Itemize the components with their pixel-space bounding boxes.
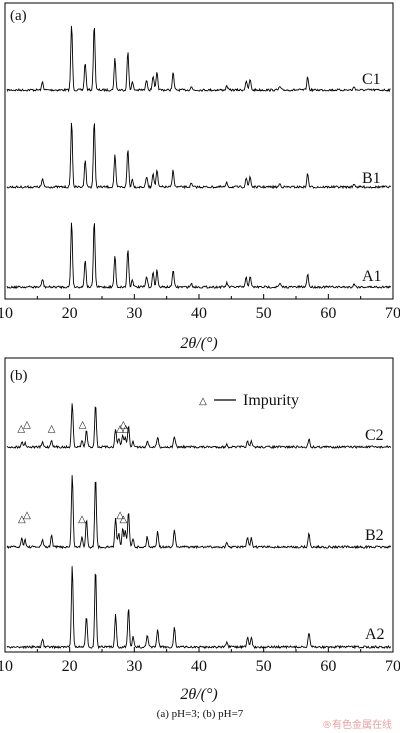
panel-a-frame (4, 2, 394, 300)
series-label-b1: B1 (362, 170, 381, 187)
impurity-marker: △ (17, 424, 25, 435)
trace-a1 (6, 222, 391, 290)
legend-impurity-marker: △ (199, 396, 207, 407)
x-tick-label: 60 (320, 305, 336, 322)
panel-a-traces (6, 25, 391, 290)
x-tick-label: 60 (320, 658, 336, 675)
x-tick-label: 10 (0, 658, 13, 675)
impurity-marker: △ (116, 424, 124, 435)
panel-a: (a) C1 B1 A1 10 20 30 40 50 60 70 2θ/(°) (0, 2, 400, 352)
impurity-marker: △ (116, 510, 124, 521)
watermark: ®有色金属在线 (322, 720, 392, 731)
trace-c2 (6, 403, 392, 450)
series-label-c1: C1 (362, 71, 381, 88)
trace-b2 (6, 475, 391, 550)
impurity-marker: △ (23, 510, 31, 521)
impurity-marker: △ (23, 420, 31, 431)
impurity-marker: △ (18, 514, 26, 525)
panel-b-ticks: 10 20 30 40 50 60 70 (0, 647, 400, 675)
x-tick-label: 50 (256, 305, 272, 322)
xrd-figure: (a) C1 B1 A1 10 20 30 40 50 60 70 2θ/(°) (b) △… (0, 2, 400, 703)
impurity-marker: △ (79, 420, 87, 431)
x-tick-label: 10 (0, 305, 13, 322)
legend-label: Impurity (243, 392, 299, 409)
trace-a2 (6, 566, 392, 650)
panel-b-xlabel: 2θ/(°) (180, 686, 217, 703)
panel-b-impurity-markers: △△ △ △ △△△△△ △ △△ (17, 420, 130, 525)
figure-caption: (a) pH=3; (b) pH=7 (156, 708, 244, 720)
impurity-marker: △ (119, 420, 127, 431)
impurity-marker: △ (122, 424, 130, 435)
series-label-b2: B2 (365, 527, 384, 544)
legend: △ Impurity (199, 392, 299, 409)
trace-c1 (6, 25, 391, 93)
series-label-a2: A2 (365, 626, 385, 643)
series-label-c2: C2 (365, 427, 384, 444)
x-tick-label: 70 (385, 658, 400, 675)
impurity-marker: △ (119, 514, 127, 525)
x-tick-label: 40 (191, 658, 207, 675)
x-tick-label: 30 (126, 658, 142, 675)
panel-b-label: (b) (10, 368, 28, 384)
x-tick-label: 20 (62, 658, 78, 675)
panel-b: (b) △ Impurity C2 B2 A2 △△ △ △ △△△△△ △ △△ 10 2… (0, 357, 400, 703)
x-tick-label: 40 (191, 305, 207, 322)
panel-a-xlabel: 2θ/(°) (180, 335, 217, 352)
panel-a-ticks: 10 20 30 40 50 60 70 (0, 294, 400, 322)
x-tick-label: 70 (385, 305, 400, 322)
series-label-a1: A1 (362, 268, 382, 285)
impurity-marker: △ (78, 514, 86, 525)
x-tick-label: 20 (62, 305, 78, 322)
panel-b-traces (6, 403, 392, 650)
trace-b1 (6, 122, 391, 190)
panel-a-label: (a) (10, 8, 27, 24)
impurity-marker: △ (48, 424, 56, 435)
x-tick-label: 30 (126, 305, 142, 322)
x-tick-label: 50 (256, 658, 272, 675)
